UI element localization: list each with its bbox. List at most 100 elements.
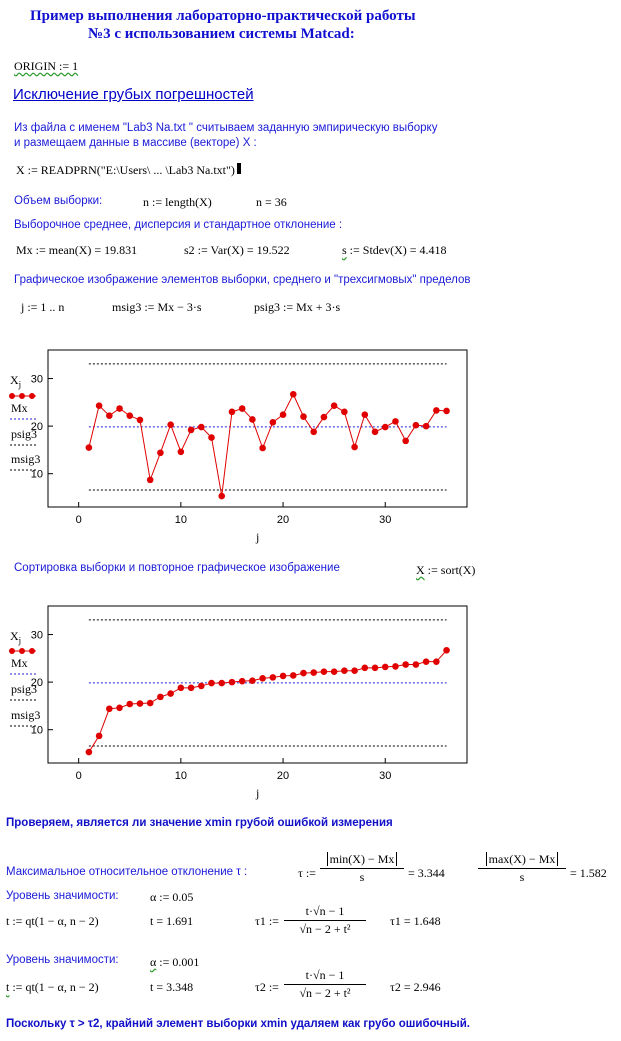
t1-expr[interactable]: t := qt(1 − α, n − 2) (6, 914, 99, 928)
xj-point (330, 402, 338, 409)
xj-point (310, 669, 318, 676)
xj-point (249, 677, 256, 684)
xj-point (279, 411, 287, 419)
msig-def[interactable]: msig3 := Mx − 3·s (112, 300, 202, 314)
xj-point (187, 684, 195, 692)
alpha1-expr[interactable]: α := 0.05 (150, 890, 194, 904)
xj-point (269, 419, 277, 426)
y-tick-label: 10 (31, 725, 43, 737)
xj-point (95, 402, 103, 409)
xj-point (392, 663, 399, 670)
xj-point (157, 449, 164, 457)
y-tick-label: 30 (31, 374, 43, 386)
t2-expr[interactable]: t := qt(1 − α, n − 2) (6, 980, 99, 994)
xj-point (320, 668, 328, 675)
x-tick-label: 0 (76, 514, 82, 526)
xj-point (146, 476, 154, 484)
xj-point (351, 443, 358, 451)
chart-1[interactable]: Xj Mx psig3 msig3 10 20 30 0 10 20 30 j (0, 340, 621, 550)
range-def[interactable]: j := 1 .. n (21, 300, 65, 314)
xj-point (208, 679, 215, 687)
t1-value: t = 1.691 (150, 914, 194, 928)
tau2-value: τ2 = 2.946 (390, 980, 441, 994)
chart-2[interactable]: Xj Mx psig3 msig3 10 20 30 0 10 20 30 j (0, 596, 621, 806)
conclusion: Поскольку τ > τ2, крайний элемент выборк… (6, 1018, 470, 1030)
xj-point (422, 658, 430, 665)
legend-msig3: msig3 (11, 708, 41, 722)
xj-point (381, 663, 389, 671)
xj-point (146, 699, 154, 707)
t2-value: t = 3.348 (150, 980, 194, 994)
size-result: n = 36 (256, 195, 287, 209)
tau-label: Максимальное относительное отклонение τ … (6, 866, 248, 878)
tau-max-value: = 1.582 (570, 866, 607, 880)
x-tick-label: 10 (175, 514, 187, 526)
xj-point (289, 672, 297, 679)
origin-expr[interactable]: ORIGIN := 1 (14, 59, 79, 73)
tau1-value: τ1 = 1.648 (390, 914, 441, 928)
xj-point (116, 704, 123, 712)
tau1-fraction[interactable]: t·√n − 1 √n − 2 + t² (284, 904, 366, 937)
xj-point (443, 646, 450, 654)
xj-point (177, 448, 185, 456)
legend-msig3-line (10, 725, 36, 727)
y-tick-label: 30 (31, 630, 43, 642)
xj-point (371, 664, 379, 672)
legend-xj: Xj (10, 373, 22, 390)
xj-point (412, 421, 420, 429)
legend-mx-line (10, 418, 36, 420)
plot-frame (47, 349, 468, 508)
x-tick-label: 10 (175, 770, 187, 782)
level2-label: Уровень значимости: (6, 954, 119, 966)
xj-point (167, 421, 174, 428)
mean-expr[interactable]: Mx := mean(X) = 19.831 (16, 243, 138, 257)
legend-xj-marker (9, 393, 36, 399)
legend-msig3-line (10, 469, 36, 471)
x-tick-label: 30 (379, 514, 391, 526)
header-line1: Пример выполнения лабораторно-практическ… (30, 8, 416, 24)
level1-label: Уровень значимости: (6, 890, 119, 902)
psig-def[interactable]: psig3 := Mx + 3·s (254, 300, 341, 314)
legend-xj: Xj (10, 629, 22, 646)
read-expr[interactable]: X := READPRN("E:\Users\ ... \Lab3 Na.txt… (16, 163, 241, 178)
stdev-expr[interactable]: s := Stdev(X) = 4.418 (342, 243, 447, 257)
sort-expr[interactable]: X := sort(X) (416, 563, 476, 577)
tau-fraction[interactable]: min(X) − Mx s (320, 852, 404, 885)
tau-value: = 3.344 (408, 866, 445, 880)
xj-point (136, 700, 144, 707)
var-expr[interactable]: s2 := Var(X) = 19.522 (184, 243, 290, 257)
xj-point (228, 678, 236, 686)
xj-point (218, 679, 226, 687)
xj-point (85, 444, 93, 451)
xj-point (330, 668, 338, 675)
xj-point (106, 705, 113, 713)
chart-2-xlabel: j (256, 786, 260, 800)
tau1-lhs: τ1 := (255, 914, 279, 928)
intro-line2: и размещаем данные в массиве (векторе) X… (14, 137, 257, 149)
xj-point (106, 412, 113, 419)
legend-xj-marker (9, 648, 36, 654)
xj-point (300, 413, 307, 420)
size-expr[interactable]: n := length(X) (143, 195, 212, 209)
xj-point (422, 422, 430, 430)
xj-point (238, 405, 246, 412)
tau-max-fraction[interactable]: max(X) − Mx s (478, 852, 566, 885)
xj-point (433, 407, 440, 414)
plot-frame (47, 605, 468, 764)
tau2-fraction[interactable]: t·√n − 1 √n − 2 + t² (284, 968, 366, 1001)
xj-point (402, 437, 409, 445)
text-cursor (236, 163, 241, 174)
xj-point (412, 661, 420, 668)
xj-point (433, 658, 440, 665)
graph-label: Графическое изображение элементов выборк… (14, 274, 471, 286)
legend-mx: Mx (11, 656, 28, 670)
xj-point (310, 428, 318, 436)
alpha2-expr[interactable]: α := 0.001 (150, 955, 200, 969)
xj-point (361, 411, 369, 419)
x-tick-label: 20 (277, 770, 289, 782)
legend-psig3: psig3 (11, 427, 38, 441)
size-label: Объем выборки: (14, 195, 103, 207)
chart-1-xlabel: j (256, 530, 260, 544)
xj-point (259, 444, 266, 452)
xj-point (279, 672, 287, 680)
